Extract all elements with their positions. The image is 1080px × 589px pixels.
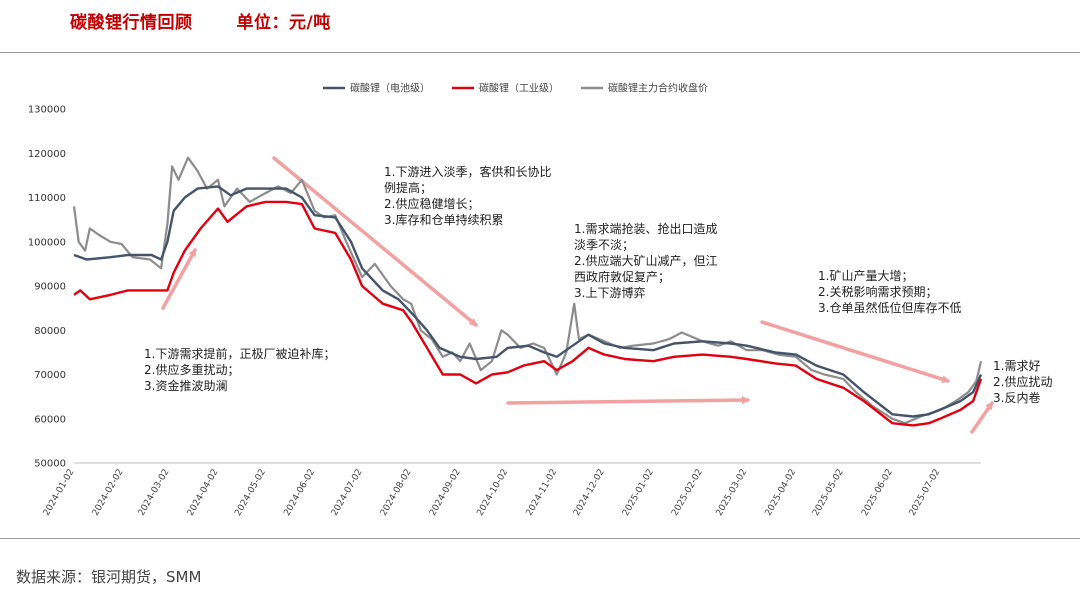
y-tick-label: 80000 [34, 326, 66, 337]
data-source: 数据来源：银河期货，SMM [16, 568, 202, 586]
y-axis: 50000 60000 70000 80000 90000 100000 110000 120… [28, 105, 66, 470]
x-tick-label: 2024-12-02 [572, 468, 607, 518]
x-tick-label: 2024-10-02 [475, 467, 510, 517]
x-tick-label: 2024-04-02 [186, 468, 221, 518]
x-tick-label: 2025-06-02 [860, 468, 895, 518]
y-tick-label: 100000 [28, 237, 66, 248]
y-tick-label: 60000 [34, 414, 66, 425]
annotation-phase-3: 1.需求端抢装、抢出口造成 淡季不淡； 2.供应端大矿山减产，但江 西政府敦促复… [574, 222, 718, 300]
x-tick-label: 2025-02-02 [670, 468, 705, 518]
trend-arrow-1 [161, 248, 197, 310]
legend: 碳酸锂（电池级） 碳酸锂（工业级） 碳酸锂主力合约收盘价 [323, 82, 708, 95]
legend-label-industrial: 碳酸锂（工业级） [479, 82, 559, 95]
chart-title: 碳酸锂行情回顾 [70, 12, 193, 33]
x-tick-label: 2024-06-02 [282, 468, 317, 518]
series-line-futures [72, 156, 983, 425]
x-tick-label: 2024-01-02 [42, 468, 77, 518]
unit-label: 单位：元/吨 [236, 12, 331, 33]
x-tick-label: 2024-03-02 [137, 468, 172, 518]
y-tick-label: 110000 [28, 193, 66, 204]
x-tick-label: 2025-01-02 [621, 468, 656, 518]
line-chart: 50000 60000 70000 80000 90000 100000 110000 120… [28, 82, 994, 518]
y-tick-label: 70000 [34, 370, 66, 381]
bottom-divider [0, 538, 1080, 539]
x-tick-label: 2024-11-02 [525, 468, 560, 518]
series-lines [72, 156, 983, 427]
annotation-phase-5: 1.需求好 2.供应扰动 3.反内卷 [993, 359, 1053, 405]
trend-arrow-4 [760, 320, 950, 383]
y-tick-label: 120000 [28, 149, 66, 160]
trend-arrow-5 [970, 401, 994, 434]
y-tick-label: 90000 [34, 282, 66, 293]
title-row: 碳酸锂行情回顾 单位：元/吨 [70, 8, 331, 33]
x-tick-label: 2025-05-02 [811, 468, 846, 518]
y-tick-label: 130000 [28, 105, 66, 116]
x-tick-label: 2025-03-02 [715, 468, 750, 518]
legend-label-battery: 碳酸锂（电池级） [350, 82, 430, 95]
x-tick-label: 2024-05-02 [233, 468, 268, 518]
series-line-industrial [73, 200, 983, 427]
x-tick-label: 2024-08-02 [379, 468, 414, 518]
x-tick-label: 2024-02-02 [91, 468, 126, 518]
annotation-phase-4: 1.矿山产量大增； 2.关税影响需求预期； 3.仓单虽然低位但库存不低 [818, 269, 962, 315]
legend-label-futures: 碳酸锂主力合约收盘价 [608, 82, 708, 95]
series-line-battery [73, 185, 983, 418]
trend-arrow-3 [506, 396, 750, 405]
x-axis: 2024-01-02 2024-02-02 2024-03-02 2024-04-02… [42, 462, 981, 518]
trend-arrows [161, 156, 994, 434]
top-divider [0, 52, 1080, 53]
x-tick-label: 2024-07-02 [330, 468, 365, 518]
annotation-phase-2: 1.下游进入淡季，客供和长协比 例提高； 2.供应稳健增长； 3.库存和仓单持续… [384, 165, 552, 227]
x-tick-label: 2025-07-02 [908, 468, 943, 518]
x-tick-label: 2025-04-02 [764, 468, 799, 518]
y-tick-label: 50000 [34, 459, 66, 470]
annotation-phase-1: 1.下游需求提前，正极厂被迫补库； 2.供应多重扰动； 3.资金推波助澜 [144, 347, 336, 393]
trend-arrow-2 [272, 156, 478, 327]
x-tick-label: 2024-09-02 [428, 468, 463, 518]
